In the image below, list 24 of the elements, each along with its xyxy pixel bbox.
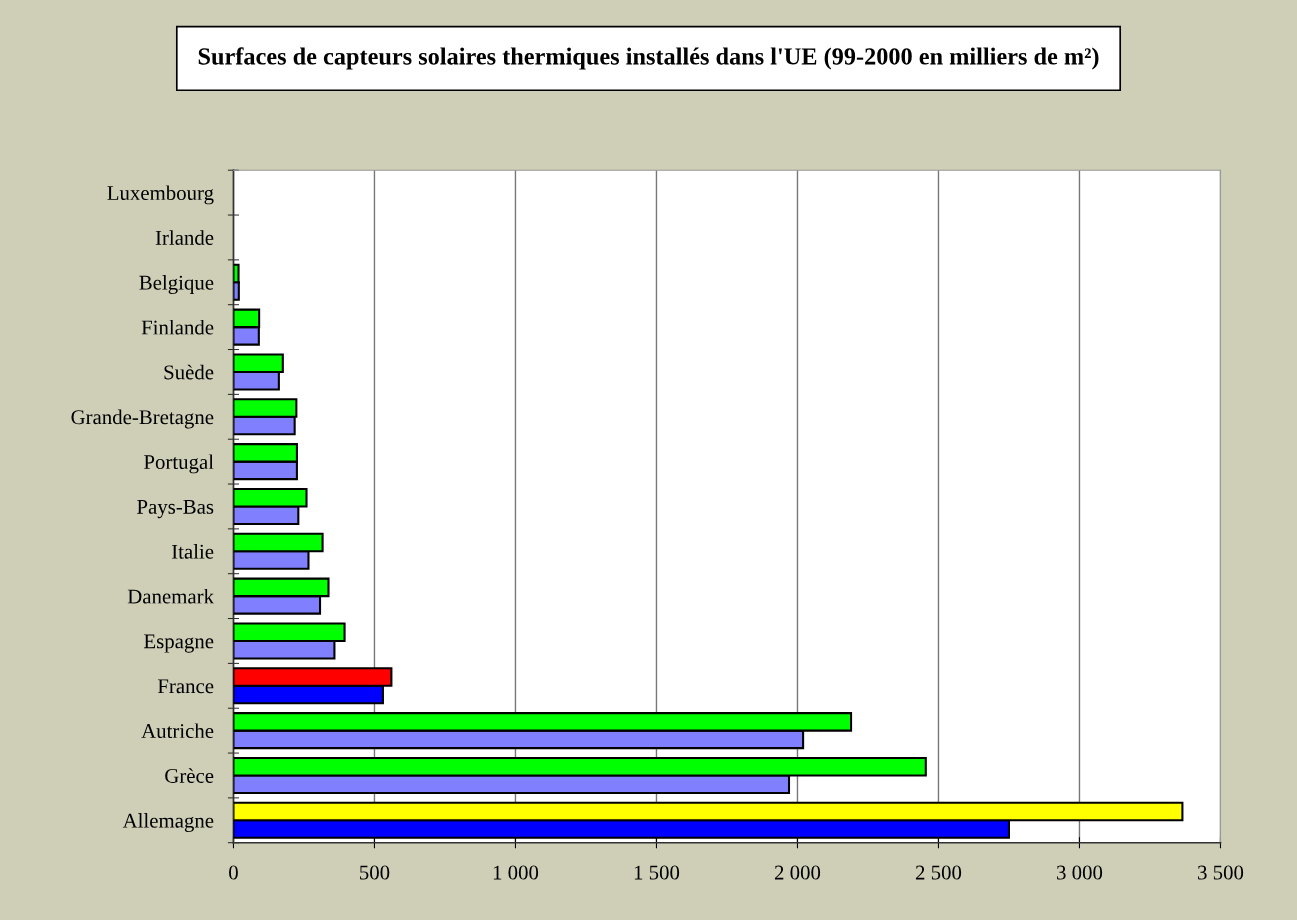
x-tick-label: 2 500 bbox=[915, 865, 962, 880]
y-tick-label: Irlande bbox=[155, 230, 214, 245]
y-tick-label: Grande-Bretagne bbox=[71, 409, 214, 429]
y-tick-label: Suède bbox=[164, 364, 214, 380]
y-tick-label: Italie bbox=[171, 544, 214, 559]
y-tick-label: Belgique bbox=[139, 275, 214, 295]
y-tick-label: Finlande bbox=[141, 319, 214, 335]
y-tick-label: Portugal bbox=[144, 454, 214, 474]
x-tick-label: 500 bbox=[360, 865, 390, 880]
chart-title: Surfaces de capteurs solaires thermiques installés dans l'UE (99-2000 en milliers de m²) bbox=[198, 47, 1099, 70]
x-tick-label: 1 500 bbox=[634, 865, 680, 880]
y-tick-label: France bbox=[157, 679, 214, 694]
x-tick-label: 3 000 bbox=[1057, 865, 1103, 880]
y-tick-label: Danemark bbox=[127, 588, 215, 604]
x-tick-label: 3 500 bbox=[1198, 865, 1244, 880]
y-tick-label: Autriche bbox=[141, 723, 214, 739]
x-tick-label: 0 bbox=[229, 865, 238, 880]
x-tick-label: 1 000 bbox=[493, 865, 539, 880]
y-tick-label: Grèce bbox=[165, 768, 214, 783]
y-tick-label: Allemagne bbox=[122, 813, 214, 833]
x-tick-label: 2 000 bbox=[774, 865, 821, 880]
y-tick-label: Luxembourg bbox=[107, 185, 214, 205]
y-tick-label: Espagne bbox=[144, 634, 214, 653]
y-tick-label: Pays-Bas bbox=[137, 500, 214, 519]
